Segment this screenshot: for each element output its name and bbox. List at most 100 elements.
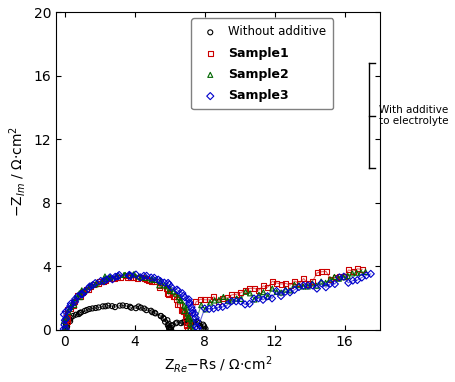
Without additive	[116, 303, 123, 309]
Without additive	[165, 320, 172, 327]
Sample1	[124, 275, 131, 281]
Sample1	[255, 287, 263, 293]
Sample1	[260, 283, 267, 289]
Sample3	[86, 283, 93, 290]
Without additive	[137, 304, 144, 311]
Without additive	[172, 320, 179, 326]
Sample2	[86, 283, 93, 290]
Sample2	[286, 287, 293, 293]
Sample1	[182, 319, 190, 325]
Sample2	[62, 321, 70, 327]
Without additive	[157, 313, 165, 319]
Sample3	[109, 276, 116, 282]
Without additive	[95, 304, 102, 311]
Sample1	[61, 327, 69, 333]
Sample1	[111, 275, 118, 282]
Sample2	[82, 287, 89, 293]
Sample1	[345, 267, 352, 273]
Sample2	[344, 273, 351, 279]
Without additive	[99, 303, 106, 309]
Sample3	[137, 274, 144, 280]
Sample1	[246, 285, 253, 291]
Sample3	[100, 278, 107, 284]
Sample3	[74, 293, 81, 299]
Without additive	[64, 319, 71, 325]
Sample3	[106, 274, 114, 280]
Sample3	[264, 293, 271, 299]
Sample3	[60, 326, 67, 332]
Sample1	[336, 274, 343, 280]
Sample3	[336, 274, 343, 280]
Y-axis label: −Z$_{Im}$ / Ω·cm$^2$: −Z$_{Im}$ / Ω·cm$^2$	[7, 126, 28, 217]
Without additive	[190, 319, 197, 325]
Sample2	[72, 295, 79, 301]
Sample3	[363, 272, 370, 278]
Sample3	[223, 302, 231, 308]
Sample3	[116, 272, 123, 278]
Sample1	[210, 294, 217, 300]
Without additive	[157, 313, 164, 319]
Without additive	[77, 309, 85, 316]
Without additive	[167, 325, 175, 331]
Sample1	[134, 275, 141, 282]
Sample2	[166, 288, 173, 294]
Sample2	[247, 290, 254, 296]
Sample2	[255, 291, 263, 298]
Sample1	[179, 308, 186, 314]
Sample1	[63, 315, 70, 321]
Sample3	[61, 322, 68, 328]
Sample2	[233, 295, 240, 301]
Sample2	[60, 318, 67, 324]
Sample3	[192, 315, 199, 321]
Sample3	[250, 296, 258, 302]
Sample2	[322, 280, 329, 286]
Without additive	[181, 319, 188, 325]
Sample1	[174, 302, 181, 308]
Sample1	[287, 282, 294, 288]
Sample3	[97, 278, 105, 284]
Sample3	[63, 316, 70, 322]
Without additive	[76, 310, 83, 316]
Sample3	[61, 317, 69, 323]
Without additive	[166, 325, 173, 332]
Sample1	[331, 275, 339, 281]
Sample3	[273, 288, 280, 294]
Sample1	[273, 280, 280, 286]
Sample3	[313, 286, 321, 292]
Sample1	[354, 266, 361, 272]
Sample1	[183, 313, 191, 319]
Sample2	[295, 282, 303, 288]
Sample3	[111, 274, 119, 280]
Sample3	[143, 273, 150, 279]
Sample3	[242, 301, 249, 308]
Sample2	[353, 270, 360, 276]
Sample1	[67, 305, 74, 311]
Sample2	[156, 282, 163, 288]
Without additive	[201, 327, 208, 333]
Sample1	[215, 299, 222, 305]
Sample2	[130, 272, 137, 278]
Sample1	[102, 277, 109, 283]
Sample2	[202, 306, 209, 312]
Sample3	[79, 291, 86, 297]
Sample3	[194, 325, 201, 332]
Sample2	[187, 321, 194, 327]
Without additive	[160, 316, 167, 322]
Sample1	[192, 299, 200, 305]
Without additive	[152, 310, 159, 316]
Sample2	[106, 275, 114, 281]
Sample3	[182, 294, 189, 300]
Sample1	[173, 296, 181, 302]
Without additive	[165, 324, 172, 330]
Sample2	[135, 274, 142, 280]
Sample2	[313, 283, 320, 289]
Sample3	[185, 296, 192, 303]
Sample3	[278, 293, 285, 299]
Sample3	[340, 274, 348, 280]
Sample1	[79, 290, 86, 296]
Sample3	[237, 298, 244, 304]
Sample3	[295, 284, 303, 290]
Sample3	[167, 284, 175, 290]
Without additive	[126, 304, 134, 310]
Sample3	[164, 280, 172, 286]
